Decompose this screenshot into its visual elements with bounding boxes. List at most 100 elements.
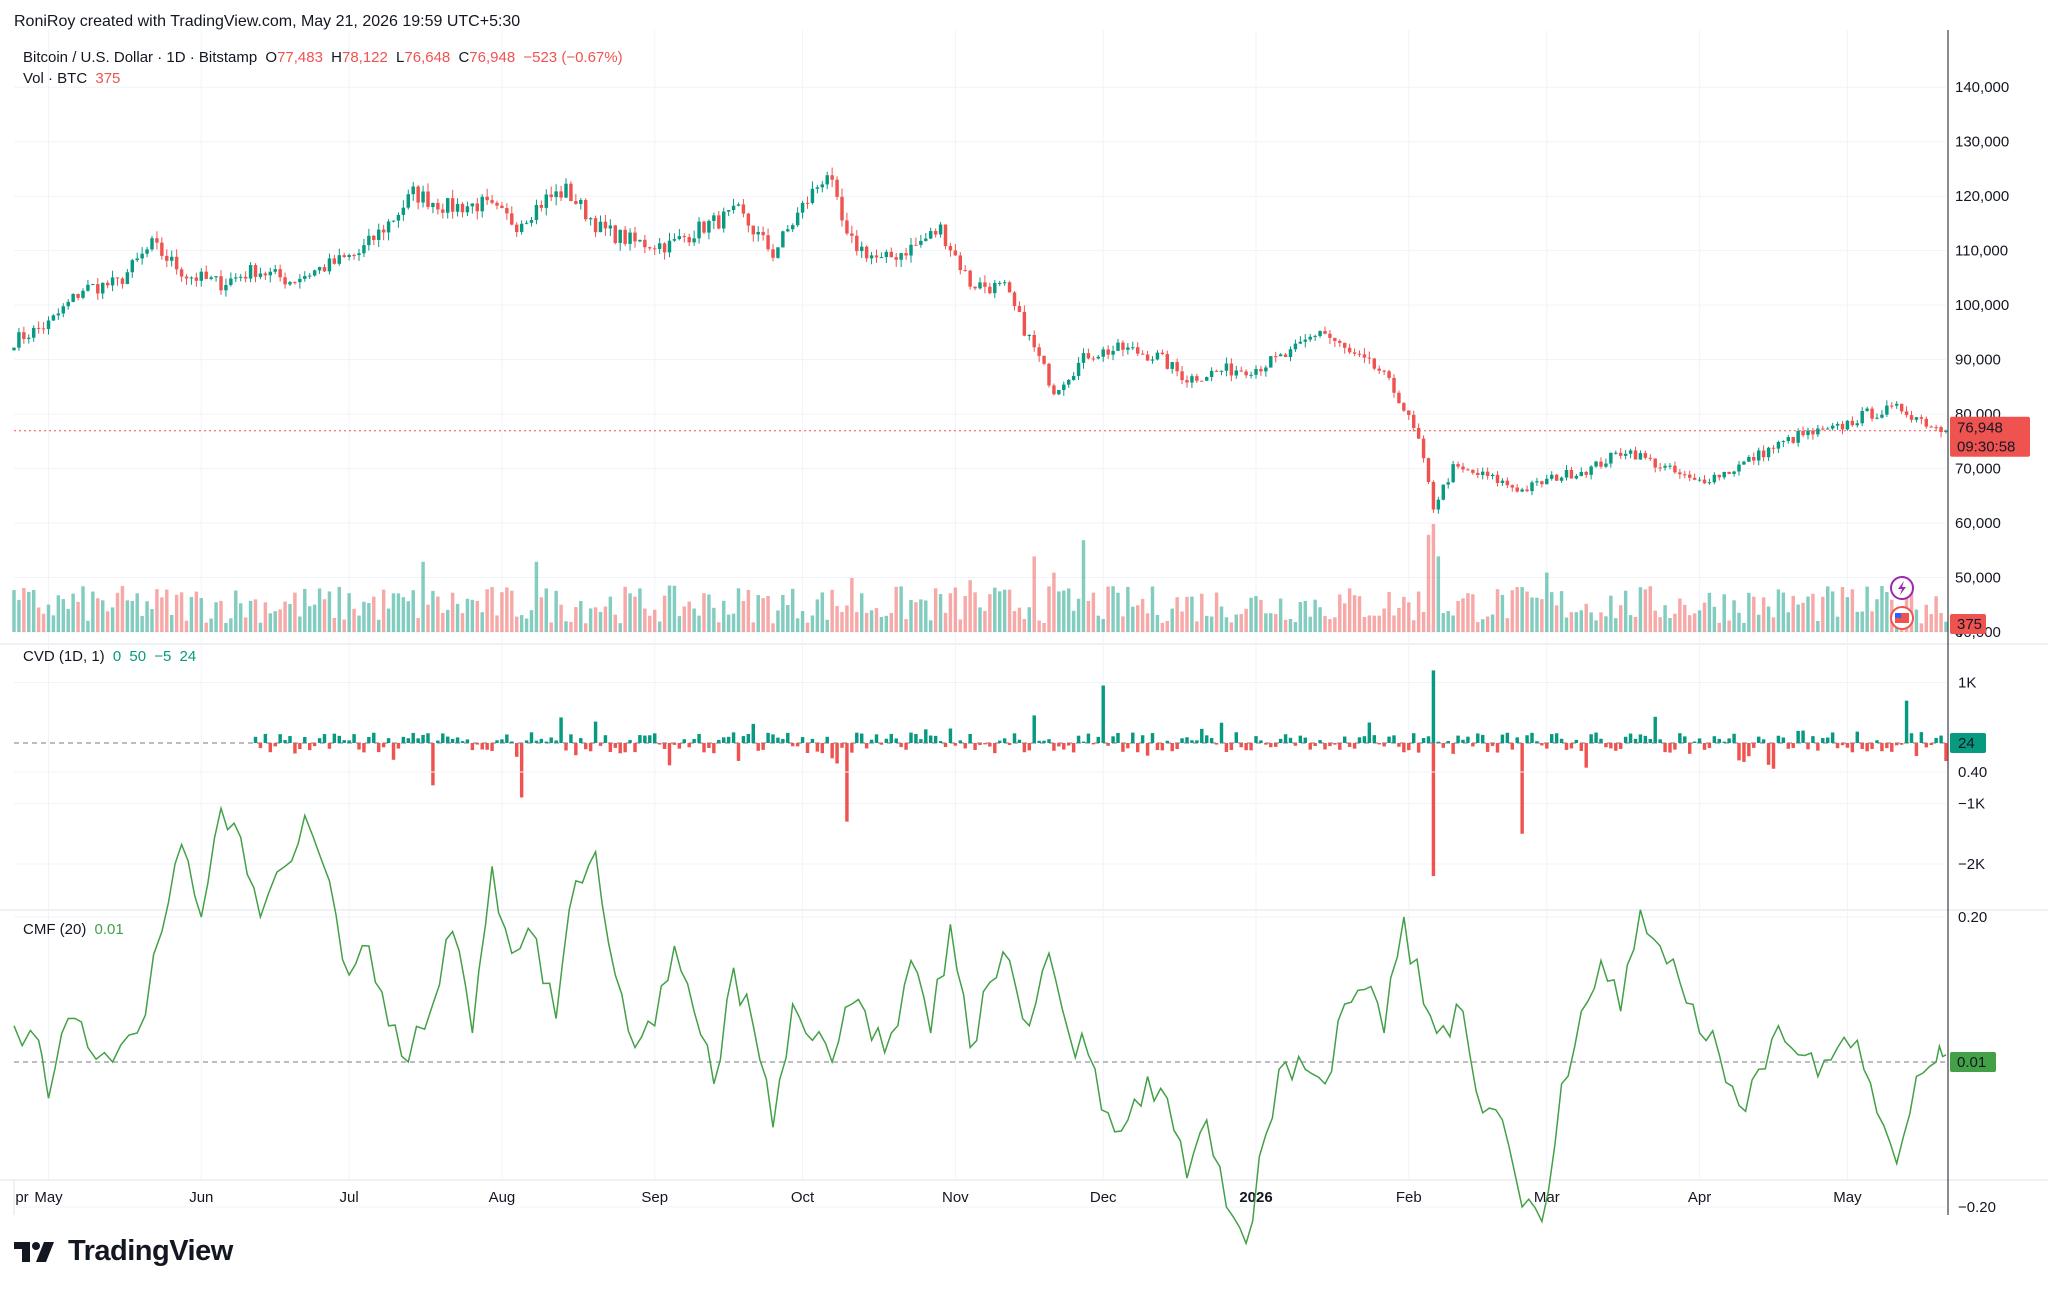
candle-body [130,260,135,273]
volume-bar [1347,588,1352,632]
cvd-bar [598,743,603,746]
volume-bar [1352,595,1357,632]
candle-body [426,191,430,207]
candle-body [1944,430,1948,433]
volume-bar [1495,589,1500,632]
cvd-bar [1929,743,1933,745]
candle-body [973,286,977,289]
cvd-bar [1175,743,1179,750]
volume-bar [1076,598,1081,632]
candle-body [1352,352,1357,354]
cvd-bar [485,743,489,750]
volume-bar [1658,617,1662,632]
candle-body [667,240,672,253]
cvd-bar [1825,737,1830,743]
cvd-bar [1037,740,1041,743]
volume-bar [1549,592,1554,632]
volume-bar [357,615,361,632]
candle-body [786,229,790,232]
cvd-bar [687,743,691,748]
cvd-bar [1047,739,1051,743]
cvd-bar [800,737,805,743]
volume-bar [1855,611,1860,632]
candle-body [86,284,90,291]
cvd-bar [1919,732,1924,743]
volume-bar [1278,598,1283,632]
candle-body [510,213,514,225]
cvd-bar [741,736,746,743]
candle-body [337,255,342,264]
candle-body [1835,423,1840,426]
cvd-bar [1722,741,1726,743]
volume-bar [805,622,810,632]
candle-body [1461,466,1465,470]
cvd-bar [1643,735,1648,743]
candle-body [953,250,958,256]
cvd-bar [1673,743,1677,750]
cvd-bar [1801,730,1805,743]
candle-body [1471,469,1475,473]
candle-body [988,286,992,294]
cvd-bar [1200,728,1204,743]
candle-body [1209,370,1214,378]
volume-bar [1461,598,1465,632]
volume-bar [1180,611,1184,632]
volume-bar [372,596,376,632]
volume-bar [1875,599,1879,632]
cvd-bar [1786,743,1791,749]
volume-bar [1643,589,1648,632]
candle-body [1899,403,1904,412]
candle-body [327,258,332,272]
candle-body [1515,487,1519,492]
candle-body [864,246,869,259]
volume-bar [1145,613,1150,632]
candle-body [968,270,972,287]
volume-bar [169,614,174,632]
cvd-bar [672,743,677,745]
volume-bar [1259,599,1263,632]
volume-bar [238,603,243,632]
candle-body [938,224,943,235]
cvd-bar [1569,743,1574,749]
volume-bar [1776,589,1781,632]
volume-bar [1584,603,1588,632]
cvd-bar [1155,743,1160,751]
volume-bar [100,600,105,632]
candle-body [61,306,66,314]
cvd-bar [766,732,770,743]
volume-bar [840,611,844,632]
cvd-bar [1545,743,1549,749]
cvd-bar [283,740,287,743]
volume-bar [855,612,859,632]
candle-body [219,276,223,291]
candle-body [1569,469,1574,479]
volume-bar [534,561,539,632]
cvd-bar [1091,743,1096,745]
volume-bar [1131,606,1135,632]
volume-bar [1392,615,1396,632]
x-tick-label: May [1833,1189,1862,1206]
candle-body [1687,474,1692,478]
volume-bar [529,610,534,632]
candle-body [303,276,307,279]
cvd-bar [1012,733,1017,743]
volume-bar [894,586,898,632]
volume-bar [1717,622,1722,632]
candle-body [27,337,31,339]
cvd-v3: −5 [154,648,172,665]
volume-bar [480,612,484,632]
cvd-bar [1027,743,1032,751]
cvd-bar [1436,741,1441,743]
candle-body [1086,353,1091,359]
cvd-bar [1446,741,1450,743]
low-value: 76,648 [404,49,451,66]
candle-body [662,243,667,253]
cvd-bar [795,743,800,747]
tradingview-logo[interactable]: TradingView [14,1235,233,1268]
volume-bar [638,588,642,632]
volume-bar [1545,572,1549,632]
volume-bar [1338,594,1342,632]
volume-bar [1845,597,1850,632]
cvd-bar [431,743,435,786]
